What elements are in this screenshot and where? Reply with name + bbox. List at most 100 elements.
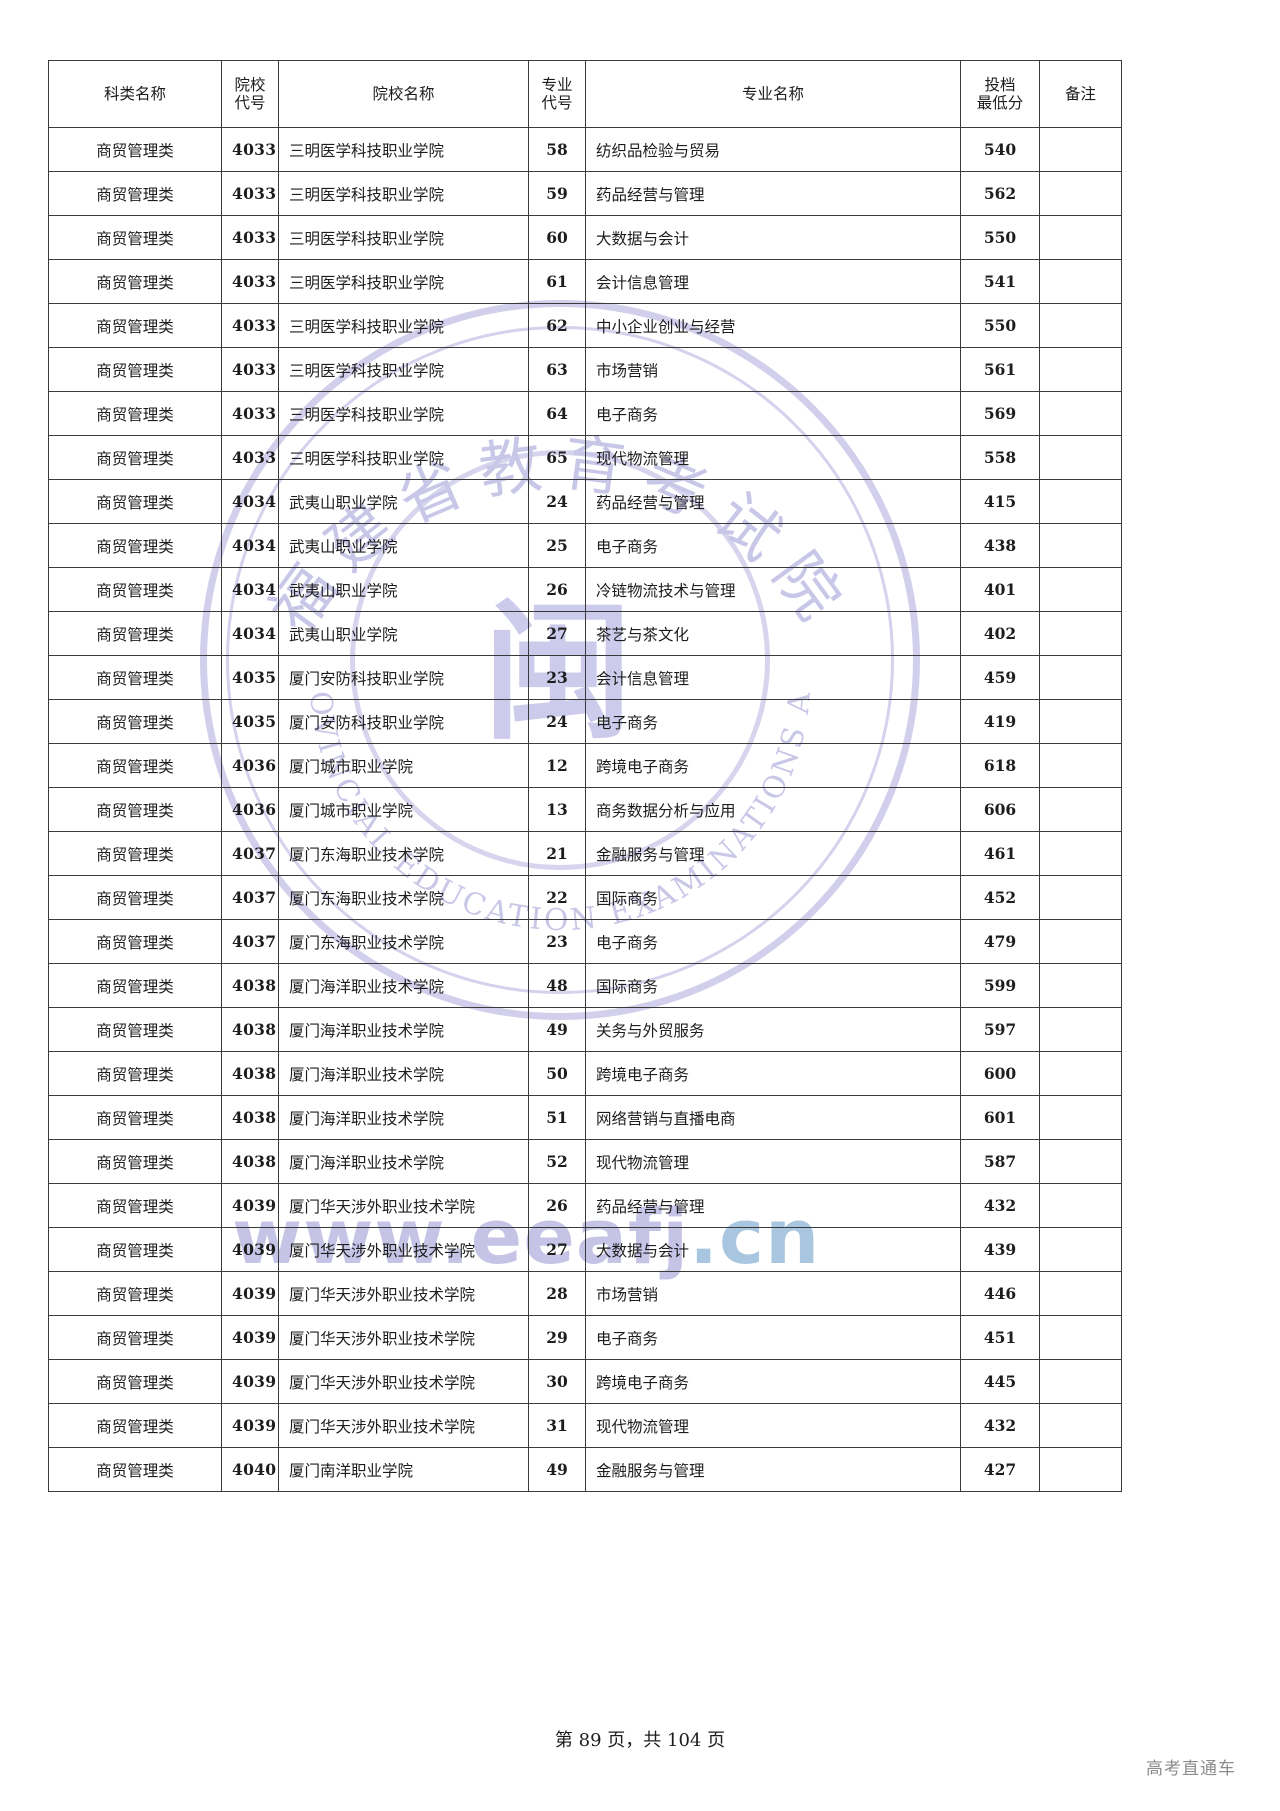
cell-school-code: 4037 xyxy=(221,919,279,964)
cell-category: 商贸管理类 xyxy=(48,1315,222,1360)
brand-watermark: 高考直通车 xyxy=(1146,1759,1236,1779)
column-header-school-code: 院校 代号 xyxy=(221,60,279,128)
cell-category: 商贸管理类 xyxy=(48,1447,222,1492)
cell-school-code: 4036 xyxy=(221,743,279,788)
cell-category: 商贸管理类 xyxy=(48,1403,222,1448)
cell-min-score: 587 xyxy=(960,1139,1040,1184)
cell-min-score: 601 xyxy=(960,1095,1040,1140)
cell-school-code: 4033 xyxy=(221,303,279,348)
table-row: 商贸管理类 4033 三明医学科技职业学院 58 纺织品检验与贸易 540 xyxy=(48,127,1122,172)
cell-min-score: 541 xyxy=(960,259,1040,304)
cell-remark xyxy=(1039,127,1122,172)
table-row: 商贸管理类 4033 三明医学科技职业学院 61 会计信息管理 541 xyxy=(48,259,1122,304)
cell-remark xyxy=(1039,259,1122,304)
table-row: 商贸管理类 4033 三明医学科技职业学院 60 大数据与会计 550 xyxy=(48,215,1122,260)
cell-major-code: 49 xyxy=(528,1007,586,1052)
cell-remark xyxy=(1039,611,1122,656)
cell-major-name: 大数据与会计 xyxy=(585,215,961,260)
cell-remark xyxy=(1039,171,1122,216)
cell-major-code: 48 xyxy=(528,963,586,1008)
cell-school-name: 厦门华天涉外职业技术学院 xyxy=(278,1359,529,1404)
cell-min-score: 459 xyxy=(960,655,1040,700)
cell-school-name: 厦门海洋职业技术学院 xyxy=(278,963,529,1008)
cell-major-code: 59 xyxy=(528,171,586,216)
table-row: 商贸管理类 4034 武夷山职业学院 25 电子商务 438 xyxy=(48,523,1122,568)
cell-min-score: 597 xyxy=(960,1007,1040,1052)
cell-major-name: 跨境电子商务 xyxy=(585,1359,961,1404)
cell-min-score: 558 xyxy=(960,435,1040,480)
cell-major-code: 30 xyxy=(528,1359,586,1404)
cell-category: 商贸管理类 xyxy=(48,479,222,524)
cell-school-code: 4034 xyxy=(221,479,279,524)
cell-min-score: 599 xyxy=(960,963,1040,1008)
cell-major-name: 金融服务与管理 xyxy=(585,831,961,876)
cell-min-score: 419 xyxy=(960,699,1040,744)
table-row: 商贸管理类 4037 厦门东海职业技术学院 23 电子商务 479 xyxy=(48,919,1122,964)
cell-major-code: 27 xyxy=(528,1227,586,1272)
cell-min-score: 432 xyxy=(960,1183,1040,1228)
table-body: 商贸管理类 4033 三明医学科技职业学院 58 纺织品检验与贸易 540 商贸管理类 403… xyxy=(48,127,1122,1492)
cell-school-code: 4040 xyxy=(221,1447,279,1492)
cell-school-name: 厦门华天涉外职业技术学院 xyxy=(278,1315,529,1360)
cell-category: 商贸管理类 xyxy=(48,1359,222,1404)
cell-school-code: 4034 xyxy=(221,611,279,656)
cell-remark xyxy=(1039,391,1122,436)
cell-school-name: 三明医学科技职业学院 xyxy=(278,127,529,172)
column-header-min-score-line2: 最低分 xyxy=(976,94,1024,112)
cell-major-name: 跨境电子商务 xyxy=(585,743,961,788)
cell-category: 商贸管理类 xyxy=(48,303,222,348)
cell-remark xyxy=(1039,655,1122,700)
table-row: 商贸管理类 4036 厦门城市职业学院 12 跨境电子商务 618 xyxy=(48,743,1122,788)
cell-remark xyxy=(1039,523,1122,568)
cell-min-score: 438 xyxy=(960,523,1040,568)
cell-min-score: 415 xyxy=(960,479,1040,524)
cell-major-name: 冷链物流技术与管理 xyxy=(585,567,961,612)
cell-major-name: 市场营销 xyxy=(585,347,961,392)
column-header-min-score: 投档 最低分 xyxy=(960,60,1040,128)
cell-major-name: 药品经营与管理 xyxy=(585,479,961,524)
cell-major-code: 22 xyxy=(528,875,586,920)
cell-min-score: 561 xyxy=(960,347,1040,392)
cell-remark xyxy=(1039,875,1122,920)
cell-major-code: 58 xyxy=(528,127,586,172)
cell-school-code: 4039 xyxy=(221,1315,279,1360)
cell-category: 商贸管理类 xyxy=(48,1227,222,1272)
column-header-remark: 备注 xyxy=(1039,60,1122,128)
cell-min-score: 606 xyxy=(960,787,1040,832)
table-row: 商贸管理类 4033 三明医学科技职业学院 63 市场营销 561 xyxy=(48,347,1122,392)
cell-school-code: 4038 xyxy=(221,1051,279,1096)
cell-school-code: 4033 xyxy=(221,435,279,480)
cell-school-name: 三明医学科技职业学院 xyxy=(278,171,529,216)
cell-school-code: 4039 xyxy=(221,1271,279,1316)
column-header-category: 科类名称 xyxy=(48,60,222,128)
cell-category: 商贸管理类 xyxy=(48,875,222,920)
table-row: 商贸管理类 4033 三明医学科技职业学院 62 中小企业创业与经营 550 xyxy=(48,303,1122,348)
cell-major-name: 网络营销与直播电商 xyxy=(585,1095,961,1140)
table-row: 商贸管理类 4039 厦门华天涉外职业技术学院 31 现代物流管理 432 xyxy=(48,1403,1122,1448)
cell-major-name: 中小企业创业与经营 xyxy=(585,303,961,348)
table-row: 商贸管理类 4034 武夷山职业学院 24 药品经营与管理 415 xyxy=(48,479,1122,524)
cell-school-code: 4035 xyxy=(221,655,279,700)
cell-major-name: 电子商务 xyxy=(585,919,961,964)
page-number-label: 第 89 页，共 104 页 xyxy=(554,1730,726,1751)
column-header-school-name-label: 院校名称 xyxy=(372,84,435,103)
cell-major-name: 市场营销 xyxy=(585,1271,961,1316)
cell-school-name: 武夷山职业学院 xyxy=(278,479,529,524)
cell-major-name: 茶艺与茶文化 xyxy=(585,611,961,656)
cell-remark xyxy=(1039,699,1122,744)
table-row: 商贸管理类 4035 厦门安防科技职业学院 24 电子商务 419 xyxy=(48,699,1122,744)
cell-school-code: 4033 xyxy=(221,215,279,260)
cell-major-code: 21 xyxy=(528,831,586,876)
cell-remark xyxy=(1039,743,1122,788)
cell-major-name: 药品经营与管理 xyxy=(585,1183,961,1228)
cell-major-name: 药品经营与管理 xyxy=(585,171,961,216)
cell-category: 商贸管理类 xyxy=(48,1139,222,1184)
cell-school-name: 厦门华天涉外职业技术学院 xyxy=(278,1227,529,1272)
table-row: 商贸管理类 4038 厦门海洋职业技术学院 52 现代物流管理 587 xyxy=(48,1139,1122,1184)
cell-school-code: 4038 xyxy=(221,1139,279,1184)
column-header-school-name: 院校名称 xyxy=(278,60,529,128)
cell-major-code: 64 xyxy=(528,391,586,436)
cell-remark xyxy=(1039,963,1122,1008)
column-header-major-name: 专业名称 xyxy=(585,60,961,128)
cell-school-code: 4037 xyxy=(221,831,279,876)
